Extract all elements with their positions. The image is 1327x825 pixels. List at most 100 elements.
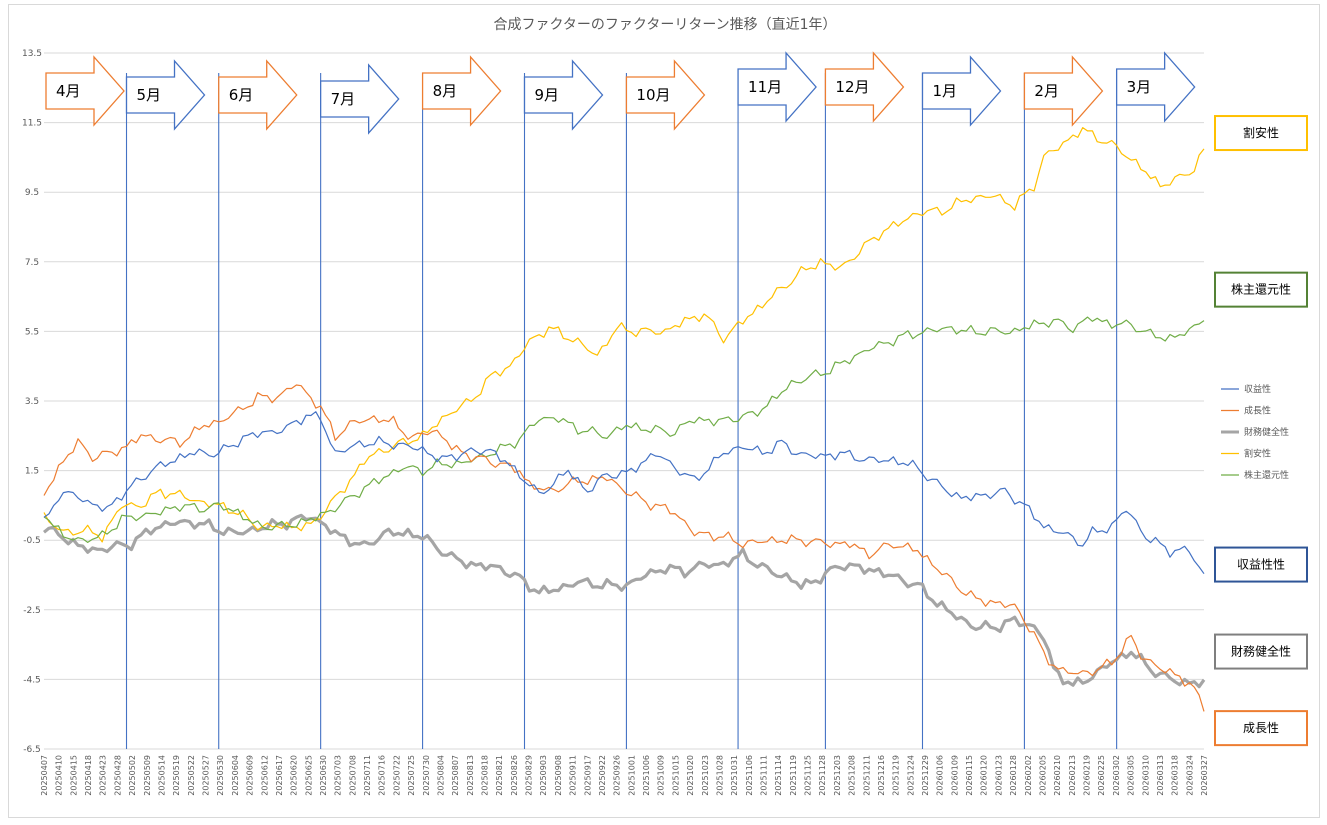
x-tick-label: 20250428	[113, 755, 122, 796]
y-tick-label: 3.5	[25, 397, 39, 407]
x-tick-label: 20260318	[1171, 755, 1180, 796]
month-label: 6月	[229, 86, 254, 104]
x-tick-label: 20251125	[804, 755, 813, 796]
x-tick-label: 20250922	[598, 755, 607, 796]
side-label-box	[1214, 546, 1308, 583]
x-tick-label: 20250711	[363, 755, 372, 796]
x-tick-label: 20250418	[84, 755, 93, 796]
x-tick-label: 20250502	[128, 755, 137, 796]
x-tick-label: 20251015	[671, 755, 680, 796]
x-tick-label: 20250826	[510, 755, 519, 796]
month-label: 4月	[56, 82, 81, 100]
month-label: 1月	[932, 82, 957, 100]
month-arrow	[625, 59, 706, 131]
side-label-box	[1214, 271, 1308, 308]
y-tick-label: -0.5	[23, 536, 41, 546]
y-tick-label: 13.5	[22, 49, 42, 59]
month-label: 12月	[835, 78, 869, 96]
x-tick-label: 20250530	[216, 755, 225, 796]
y-axis-ticks: 13.5 11.5 9.5 7.5 5.5 3.5 1.5 -0.5 -2.5 -4.5 -6.5	[22, 49, 42, 755]
month-arrow	[523, 59, 604, 131]
x-tick-label: 20250725	[407, 755, 416, 796]
x-tick-label: 20250617	[275, 755, 284, 796]
x-tick-label: 20251128	[818, 755, 827, 796]
month-label: 10月	[636, 86, 670, 104]
month-label: 7月	[331, 90, 356, 108]
x-axis-ticks: 20250407 20250410 20250415 20250418 20250423…	[40, 755, 1209, 796]
x-tick-label: 20251203	[833, 755, 842, 796]
y-tick-label: 9.5	[25, 188, 39, 198]
legend-label: 株主還元性	[1244, 469, 1289, 481]
month-arrow	[218, 59, 298, 131]
x-tick-label: 20250509	[143, 755, 152, 796]
side-label-text: 収益性性	[1237, 558, 1285, 572]
series-line	[43, 513, 1206, 689]
x-tick-label: 20260327	[1200, 755, 1209, 796]
x-tick-label: 20260313	[1156, 755, 1165, 796]
x-tick-label: 20251208	[848, 755, 857, 796]
x-tick-label: 20260106	[936, 755, 945, 796]
series-line	[43, 127, 1205, 543]
month-arrow	[421, 55, 502, 127]
x-tick-label: 20250917	[583, 755, 592, 796]
y-tick-label: 5.5	[25, 327, 39, 337]
x-tick-label: 20250522	[187, 755, 196, 796]
x-tick-label: 20251001	[627, 755, 636, 796]
month-label: 11月	[748, 78, 782, 96]
x-tick-label: 20250804	[436, 755, 445, 796]
side-label-box	[1214, 115, 1308, 152]
x-tick-label: 20251106	[745, 755, 754, 796]
x-tick-label: 20250625	[304, 755, 313, 796]
y-tick-label: -6.5	[23, 745, 41, 755]
x-tick-label: 20250423	[99, 755, 108, 796]
x-tick-label: 20251224	[906, 755, 915, 796]
legend-label: 成長性	[1244, 405, 1271, 417]
x-tick-label: 20250514	[157, 755, 166, 796]
chart-frame: 合成ファクターのファクターリターン推移（直近1年） 13.5 11.5 9.5 7.5…	[8, 4, 1320, 818]
x-tick-label: 20250410	[55, 755, 64, 796]
side-label-text: 成長性	[1243, 721, 1279, 735]
x-tick-label: 20260302	[1112, 755, 1121, 796]
y-tick-label: 1.5	[25, 467, 39, 477]
x-tick-label: 20260225	[1097, 755, 1106, 796]
x-tick-label: 20250527	[202, 755, 211, 796]
x-tick-label: 20260205	[1038, 755, 1047, 796]
legend-label: 財務健全性	[1244, 426, 1289, 438]
x-tick-label: 20250807	[451, 755, 460, 796]
x-tick-label: 20250630	[319, 755, 328, 796]
x-tick-label: 20250926	[613, 755, 622, 796]
month-label: 2月	[1034, 82, 1059, 100]
month-arrow	[1023, 55, 1104, 127]
y-tick-label: -4.5	[23, 675, 41, 685]
x-tick-label: 20250708	[348, 755, 357, 796]
x-tick-label: 20250519	[172, 755, 181, 796]
month-arrow	[921, 55, 1002, 127]
x-tick-label: 20260202	[1024, 755, 1033, 796]
x-tick-label: 20260128	[1009, 755, 1018, 796]
month-arrow	[320, 63, 400, 135]
month-arrow	[824, 51, 905, 123]
x-tick-label: 20250716	[378, 755, 387, 796]
x-tick-label: 20250813	[466, 755, 475, 796]
month-arrow	[45, 55, 125, 127]
y-tick-label: 7.5	[25, 258, 39, 268]
x-tick-label: 20250821	[495, 755, 504, 796]
x-tick-label: 20260213	[1068, 755, 1077, 796]
x-tick-label: 20250415	[69, 755, 78, 796]
month-label: 5月	[137, 86, 162, 104]
month-label: 8月	[433, 82, 458, 100]
x-tick-label: 20250407	[40, 755, 49, 796]
side-label-box	[1214, 633, 1308, 670]
legend-label: 割安性	[1244, 448, 1271, 460]
series-line	[43, 316, 1205, 543]
x-tick-label: 20260115	[965, 755, 974, 796]
x-tick-label: 20251219	[892, 755, 901, 796]
legend-label: 収益性	[1244, 383, 1271, 395]
x-tick-label: 20251009	[657, 755, 666, 796]
x-tick-label: 20260210	[1053, 755, 1062, 796]
month-arrow	[1115, 51, 1196, 123]
side-label-text: 割安性	[1243, 125, 1279, 140]
x-tick-label: 20251031	[730, 755, 739, 796]
x-tick-label: 20260109	[950, 755, 959, 796]
